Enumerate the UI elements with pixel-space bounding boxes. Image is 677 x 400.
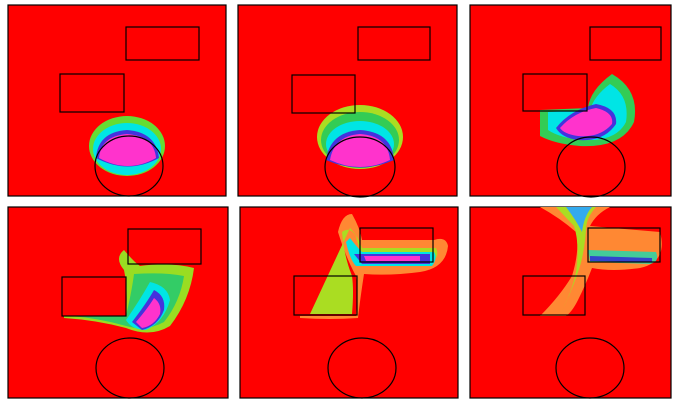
blob-magenta — [560, 108, 613, 137]
blob-blue — [590, 256, 652, 262]
obstacle-rectangle — [59, 73, 125, 113]
blob-orange — [300, 214, 448, 319]
panel-2 — [237, 4, 458, 198]
blob-magenta — [99, 134, 156, 166]
obstacle-circle — [327, 337, 397, 399]
blob-yellow-green — [310, 228, 438, 314]
obstacle-circle — [94, 135, 164, 197]
panel-background — [7, 206, 229, 399]
obstacle-circle — [95, 337, 165, 399]
blob-magenta — [364, 256, 420, 261]
obstacle-circle — [556, 136, 626, 198]
obstacle-rectangle — [522, 73, 588, 112]
panel-6 — [469, 206, 672, 399]
panel-3 — [469, 4, 672, 198]
obstacle-rectangle — [359, 227, 434, 263]
blob-cyan — [566, 207, 592, 232]
panel-5 — [239, 206, 459, 399]
obstacle-rectangle — [522, 275, 586, 316]
obstacle-rectangle — [589, 26, 662, 61]
obstacle-rectangle — [357, 26, 431, 61]
panel-1 — [7, 4, 227, 197]
blob-yellow-green — [556, 207, 596, 314]
obstacle-rectangle — [293, 275, 358, 316]
blob-magenta — [330, 134, 390, 167]
obstacle-circle — [555, 337, 625, 399]
obstacle-rectangle — [587, 227, 661, 263]
panel-4 — [7, 206, 229, 399]
blob-magenta — [136, 298, 161, 328]
obstacle-rectangle — [61, 276, 127, 317]
obstacle-circle — [324, 136, 396, 198]
panel-background — [469, 4, 672, 197]
obstacle-rectangle — [127, 228, 202, 265]
obstacle-rectangle — [291, 74, 356, 114]
obstacle-rectangle — [125, 26, 200, 61]
